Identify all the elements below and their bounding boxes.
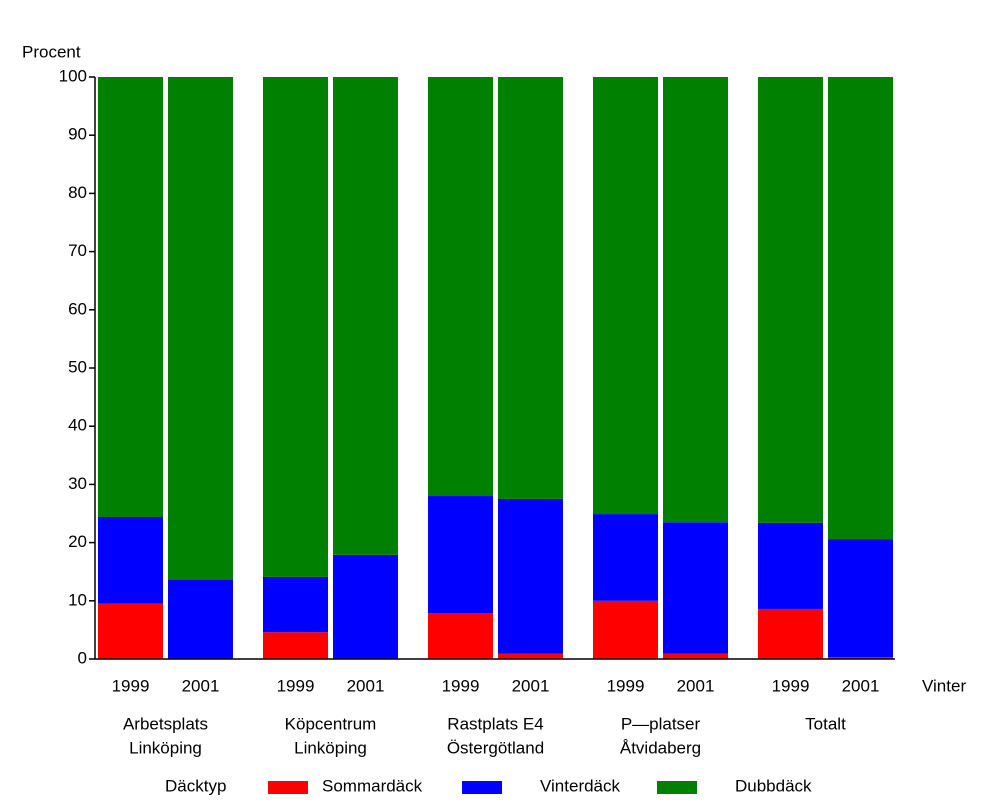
bar-segment bbox=[333, 554, 398, 659]
y-tick-label: 0 bbox=[78, 648, 87, 667]
bar-segment bbox=[498, 77, 563, 499]
x-tick-label: 2001 bbox=[347, 676, 385, 695]
x-tick-label: 1999 bbox=[112, 676, 150, 695]
x-tick-label: 2001 bbox=[677, 676, 715, 695]
bar-segment bbox=[663, 522, 728, 654]
bar-segment bbox=[263, 632, 328, 659]
x-tick-label: 1999 bbox=[442, 676, 480, 695]
group-label: Östergötland bbox=[447, 738, 544, 757]
legend-swatch bbox=[657, 781, 697, 794]
group-label: Arbetsplats bbox=[123, 714, 208, 733]
x-tick-label: 2001 bbox=[512, 676, 550, 695]
bar-segment bbox=[498, 498, 563, 654]
x-tick-label: 1999 bbox=[277, 676, 315, 695]
y-tick-label: 70 bbox=[68, 241, 87, 260]
bar-segment bbox=[263, 77, 328, 577]
legend-label: Sommardäck bbox=[322, 776, 423, 795]
bar-segment bbox=[428, 77, 493, 497]
group-label: Rastplats E4 bbox=[447, 714, 543, 733]
group-label: P—platser bbox=[621, 714, 701, 733]
legend-swatch bbox=[268, 781, 308, 794]
group-label: Linköping bbox=[129, 738, 202, 757]
y-tick-label: 80 bbox=[68, 183, 87, 202]
x-tick-label: 1999 bbox=[772, 676, 810, 695]
y-tick-label: 20 bbox=[68, 532, 87, 551]
bar-segment bbox=[593, 600, 658, 659]
bar-segment bbox=[98, 603, 163, 659]
bar-segment bbox=[663, 77, 728, 523]
group-label: Linköping bbox=[294, 738, 367, 757]
bar-segment bbox=[593, 514, 658, 601]
legend-label: Dubbdäck bbox=[735, 776, 812, 795]
y-axis-label: Procent bbox=[22, 42, 81, 61]
group-label: Köpcentrum bbox=[285, 714, 377, 733]
group-label: Åtvidaberg bbox=[620, 738, 701, 757]
bar-segment bbox=[263, 576, 328, 633]
bar-segment bbox=[498, 653, 563, 659]
legend-swatch bbox=[462, 781, 502, 794]
bar-segment bbox=[428, 613, 493, 659]
y-tick-label: 30 bbox=[68, 474, 87, 493]
bar-segment bbox=[168, 579, 233, 659]
legend-label: Vinterdäck bbox=[540, 776, 621, 795]
bar-segment bbox=[98, 77, 163, 517]
bar-segment bbox=[98, 516, 163, 604]
y-tick-label: 90 bbox=[68, 125, 87, 144]
group-label: Totalt bbox=[805, 714, 846, 733]
bar-segment bbox=[828, 657, 893, 659]
bar-segment bbox=[828, 77, 893, 540]
x-tick-label: 2001 bbox=[182, 676, 220, 695]
x-axis-label: Vinter bbox=[922, 676, 966, 695]
y-tick-label: 50 bbox=[68, 357, 87, 376]
bar-segment bbox=[593, 77, 658, 515]
bar-segment bbox=[168, 77, 233, 580]
bar-segment bbox=[663, 653, 728, 659]
bar-segment bbox=[428, 496, 493, 614]
bar-segment bbox=[333, 77, 398, 555]
y-tick-label: 10 bbox=[68, 590, 87, 609]
y-tick-label: 60 bbox=[68, 299, 87, 318]
y-tick-label: 40 bbox=[68, 416, 87, 435]
bar-segment bbox=[758, 522, 823, 609]
bar-segment bbox=[758, 77, 823, 523]
bar-segment bbox=[828, 539, 893, 658]
bar-segment bbox=[758, 608, 823, 659]
x-tick-label: 1999 bbox=[607, 676, 645, 695]
legend-title: Däcktyp bbox=[165, 776, 226, 795]
x-tick-label: 2001 bbox=[842, 676, 880, 695]
y-tick-label: 100 bbox=[59, 66, 87, 85]
